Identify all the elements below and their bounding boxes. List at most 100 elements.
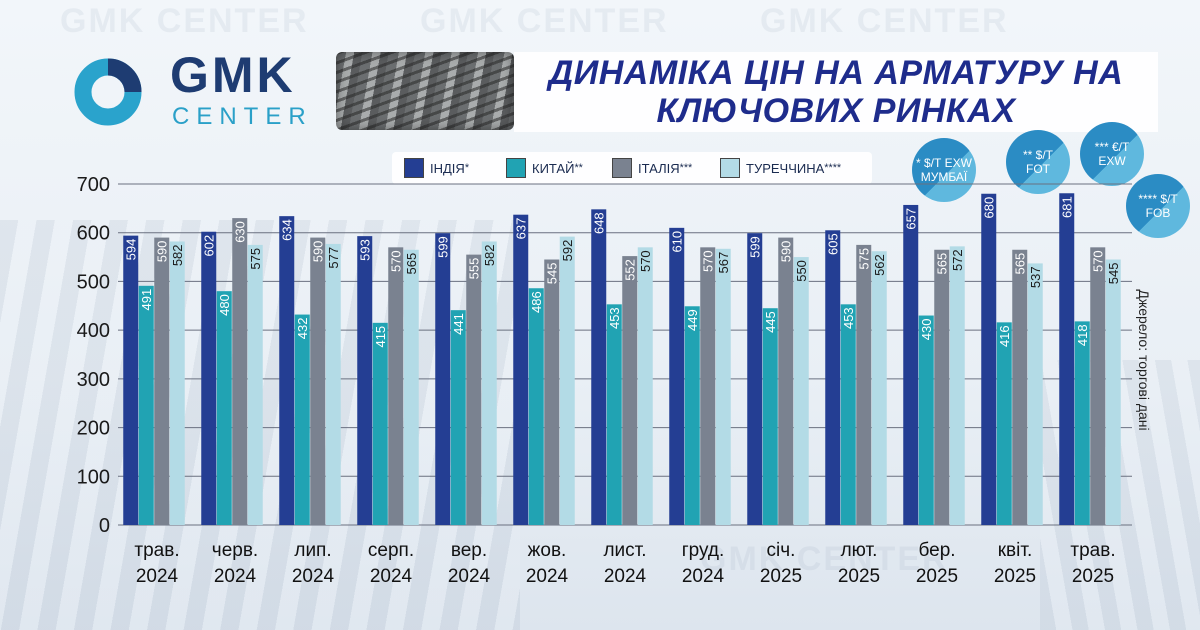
data-label: 648 (592, 212, 607, 234)
unit-note-china: ** $/Т FOT (1006, 130, 1070, 194)
y-tick-label: 500 (77, 271, 110, 293)
unit-note-line: **** $/Т (1138, 192, 1178, 206)
bar (1074, 321, 1090, 525)
data-label: 602 (202, 235, 217, 257)
bar (606, 304, 622, 525)
unit-note-india: * $/Т EXW МУМБАЇ (912, 138, 976, 202)
logo-main: GMK (170, 47, 296, 103)
unit-note-italy: *** €/Т EXW (1080, 122, 1144, 186)
bar (1059, 193, 1075, 525)
legend-swatch (720, 158, 740, 178)
y-tick-label: 400 (77, 320, 110, 342)
data-label: 449 (685, 309, 700, 331)
bar (544, 259, 560, 525)
data-label: 681 (1060, 196, 1075, 218)
unit-note-line: ** $/Т (1022, 148, 1053, 162)
x-tick-label: 2025 (1072, 566, 1114, 587)
data-label: 415 (373, 326, 388, 348)
title-line-1: ДИНАМІКА ЦІН НА АРМАТУРУ НА (548, 54, 1124, 92)
data-label: 565 (935, 253, 950, 275)
x-tick-label: 2024 (136, 566, 179, 587)
x-tick-label: черв. (212, 540, 258, 561)
legend-item-india: ІНДІЯ * (404, 158, 469, 178)
bar (669, 227, 685, 526)
x-tick-label: серп. (368, 540, 414, 561)
data-label: 637 (514, 218, 529, 240)
data-label: 572 (950, 249, 965, 271)
bar (1090, 247, 1106, 526)
bar (216, 291, 232, 525)
data-label: 634 (280, 219, 295, 241)
x-tick-label: лип. (294, 540, 331, 561)
bar (715, 248, 731, 526)
x-tick-label: лют. (841, 540, 878, 561)
bar (201, 231, 217, 526)
data-label: 567 (716, 252, 731, 274)
bar (637, 247, 653, 526)
data-label: 594 (124, 239, 139, 261)
legend-label: КИТАЙ (532, 160, 575, 176)
data-label: 630 (233, 221, 248, 243)
data-label: 570 (389, 250, 404, 272)
x-tick-label: 2024 (448, 566, 491, 587)
legend-item-turkey: ТУРЕЧЧИНА **** (720, 158, 841, 178)
data-label: 537 (1028, 266, 1043, 288)
bar (154, 237, 170, 526)
bar (949, 246, 965, 525)
bar (793, 257, 809, 525)
y-tick-label: 700 (77, 174, 110, 196)
x-tick-label: 2025 (994, 566, 1036, 587)
data-label: 565 (404, 253, 419, 275)
data-label: 453 (607, 307, 622, 329)
bar (856, 244, 872, 525)
watermark: GMK CENTER (60, 2, 309, 40)
bar (840, 304, 856, 525)
bar (591, 209, 607, 525)
data-label: 590 (155, 241, 170, 263)
bar (684, 306, 700, 525)
watermark: GMK CENTER (700, 540, 949, 578)
data-label: 550 (794, 260, 809, 282)
watermark: GMK CENTER (420, 2, 669, 40)
unit-note-line: *** €/Т (1094, 140, 1130, 154)
watermark: GMK CENTER (760, 2, 1009, 40)
bar (559, 236, 575, 525)
rebar-photo (336, 52, 514, 130)
chart-legend (392, 152, 872, 184)
bar (528, 288, 544, 525)
data-label: 545 (545, 263, 560, 285)
legend-label: ІНДІЯ (430, 160, 465, 176)
x-tick-label: трав. (1070, 540, 1115, 561)
y-tick-label: 300 (77, 369, 110, 391)
data-label: 575 (857, 248, 872, 270)
bar (778, 237, 794, 526)
data-label: 570 (701, 250, 716, 272)
bar (169, 241, 185, 526)
y-tick-label: 600 (77, 223, 110, 245)
data-label: 453 (841, 307, 856, 329)
title-line-2: КЛЮЧОВИХ РИНКАХ (656, 92, 1016, 130)
data-label: 570 (638, 250, 653, 272)
legend-label: ІТАЛІЯ (638, 160, 680, 176)
bar (513, 214, 529, 525)
x-tick-label: 2024 (526, 566, 569, 587)
data-label: 430 (919, 319, 934, 341)
data-label: 592 (560, 240, 575, 262)
legend-item-china: КИТАЙ ** (506, 158, 583, 178)
x-tick-label: бер. (918, 540, 955, 561)
bar (138, 285, 154, 525)
bar (325, 243, 341, 525)
unit-note-line: * $/Т EXW (915, 156, 972, 170)
data-label: 416 (997, 325, 1012, 347)
legend-marker: *** (679, 162, 693, 174)
data-label: 575 (248, 248, 263, 270)
data-label: 593 (358, 239, 373, 261)
bar (357, 236, 373, 526)
x-tick-label: 2024 (604, 566, 647, 587)
data-label: 432 (295, 318, 310, 340)
bar (310, 237, 326, 526)
data-label: 582 (482, 244, 497, 266)
x-tick-label: 2024 (214, 566, 257, 587)
bar (903, 204, 919, 525)
bar (1027, 263, 1043, 525)
